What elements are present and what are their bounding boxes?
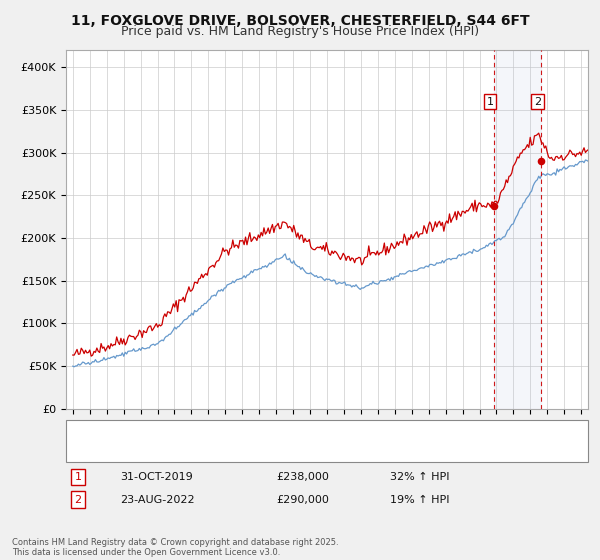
Text: Contains HM Land Registry data © Crown copyright and database right 2025.
This d: Contains HM Land Registry data © Crown c… [12, 538, 338, 557]
Text: £290,000: £290,000 [276, 494, 329, 505]
Point [536, 157, 546, 166]
Text: 31-OCT-2019: 31-OCT-2019 [120, 472, 193, 482]
Text: 11, FOXGLOVE DRIVE, BOLSOVER, CHESTERFIELD, S44 6FT: 11, FOXGLOVE DRIVE, BOLSOVER, CHESTERFIE… [71, 14, 529, 28]
Text: HPI: Average price, detached house, Bolsover: HPI: Average price, detached house, Bols… [99, 445, 326, 455]
Text: —: — [78, 424, 94, 439]
Text: £238,000: £238,000 [276, 472, 329, 482]
Text: 2: 2 [534, 97, 541, 106]
Text: 11, FOXGLOVE DRIVE, BOLSOVER, CHESTERFIELD, S44 6FT (detached house): 11, FOXGLOVE DRIVE, BOLSOVER, CHESTERFIE… [99, 427, 483, 437]
Text: 32% ↑ HPI: 32% ↑ HPI [390, 472, 449, 482]
Point [489, 201, 499, 210]
Text: 23-AUG-2022: 23-AUG-2022 [120, 494, 194, 505]
Text: Price paid vs. HM Land Registry's House Price Index (HPI): Price paid vs. HM Land Registry's House … [121, 25, 479, 38]
Text: 19% ↑ HPI: 19% ↑ HPI [390, 494, 449, 505]
Text: 2: 2 [74, 494, 82, 505]
Text: 1: 1 [74, 472, 82, 482]
Text: 1: 1 [487, 97, 494, 106]
Bar [494, 50, 541, 409]
Text: —: — [78, 443, 94, 458]
